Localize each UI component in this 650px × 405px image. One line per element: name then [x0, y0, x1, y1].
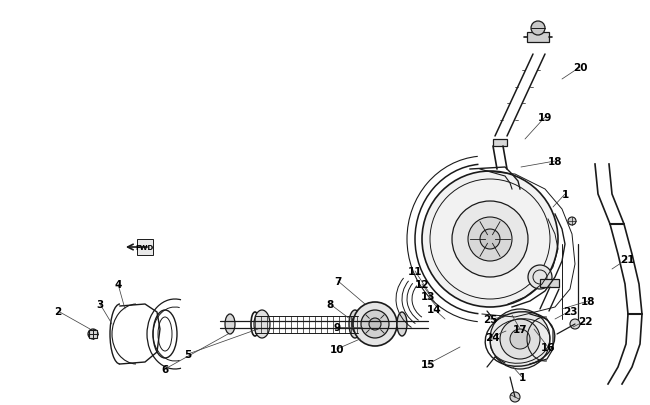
Circle shape [568, 217, 576, 226]
Circle shape [510, 392, 520, 402]
Circle shape [468, 217, 512, 261]
Text: 5: 5 [185, 349, 192, 359]
Circle shape [452, 202, 528, 277]
Text: 3: 3 [96, 299, 103, 309]
Text: 19: 19 [538, 113, 552, 123]
Text: 23: 23 [563, 306, 577, 316]
Text: 25: 25 [483, 314, 497, 324]
Text: 4: 4 [114, 279, 122, 289]
Circle shape [500, 319, 540, 359]
Circle shape [353, 302, 397, 346]
Circle shape [361, 310, 389, 338]
Text: 18: 18 [580, 296, 595, 306]
Text: 1: 1 [519, 372, 526, 382]
Circle shape [422, 172, 558, 307]
Text: 24: 24 [485, 332, 499, 342]
Text: 1: 1 [562, 190, 569, 200]
Text: 10: 10 [330, 344, 344, 354]
Polygon shape [540, 279, 559, 287]
Text: 11: 11 [408, 266, 422, 276]
Text: 15: 15 [421, 359, 436, 369]
Circle shape [510, 329, 530, 349]
Ellipse shape [349, 310, 361, 338]
Text: 17: 17 [513, 324, 527, 334]
Ellipse shape [225, 314, 235, 334]
Circle shape [369, 318, 381, 330]
Circle shape [531, 22, 545, 36]
Circle shape [490, 309, 550, 369]
Text: 12: 12 [415, 279, 429, 289]
Polygon shape [137, 239, 153, 256]
Circle shape [480, 230, 500, 249]
Polygon shape [89, 330, 97, 338]
Text: 7: 7 [334, 276, 342, 286]
Polygon shape [527, 33, 549, 43]
Circle shape [570, 319, 580, 329]
Text: 22: 22 [578, 316, 592, 326]
Text: 18: 18 [548, 157, 562, 166]
Ellipse shape [254, 310, 270, 338]
Text: 21: 21 [619, 254, 634, 264]
Text: 8: 8 [326, 299, 333, 309]
Circle shape [88, 329, 98, 339]
Polygon shape [493, 140, 507, 147]
Text: 20: 20 [573, 63, 587, 73]
Ellipse shape [397, 312, 407, 336]
Text: FWD: FWD [136, 244, 154, 250]
Text: 16: 16 [541, 342, 555, 352]
Text: 13: 13 [421, 291, 436, 301]
Text: 2: 2 [55, 306, 62, 316]
Text: 14: 14 [426, 304, 441, 314]
Text: 9: 9 [333, 322, 341, 332]
Text: 6: 6 [161, 364, 168, 374]
Circle shape [528, 265, 552, 289]
